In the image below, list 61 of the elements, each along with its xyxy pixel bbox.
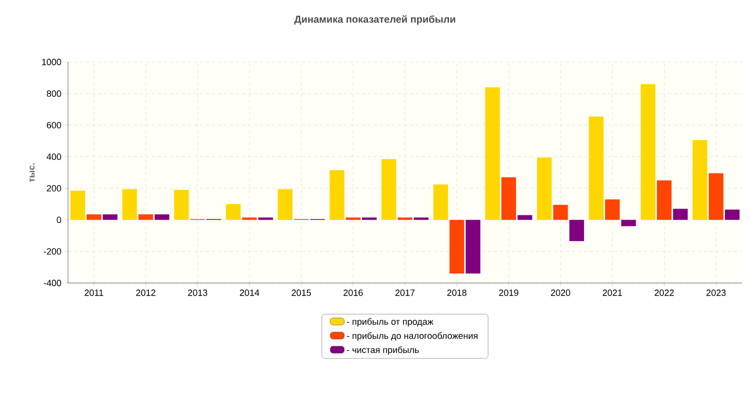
- x-tick-label: 2021: [602, 290, 622, 296]
- x-tick-label: 2019: [499, 290, 518, 296]
- y-tick-label: -200: [44, 248, 62, 255]
- x-tick-label: 2023: [706, 290, 726, 296]
- y-tick-label: 1000: [42, 58, 62, 66]
- x-tick-label: 2018: [447, 290, 466, 296]
- y-axis-title: тыс.: [30, 163, 35, 182]
- x-tick-label: 2022: [654, 290, 674, 296]
- bar: [330, 170, 344, 220]
- bar: [724, 210, 740, 220]
- legend-label: - чистая прибыль: [346, 346, 419, 355]
- bar: [673, 208, 688, 220]
- bar: [621, 220, 636, 226]
- x-tick-label: 2013: [188, 290, 208, 296]
- bar: [226, 204, 241, 220]
- bar: [70, 190, 86, 220]
- x-tick-label: 2014: [240, 290, 260, 296]
- bar: [258, 217, 273, 220]
- bar: [414, 217, 428, 220]
- x-tick-label: 2016: [344, 290, 363, 296]
- y-tick-label: 600: [46, 122, 62, 128]
- bar: [588, 116, 604, 220]
- bar: [138, 214, 154, 220]
- x-tick-label: 2011: [84, 290, 104, 296]
- bar: [86, 214, 102, 220]
- bar: [242, 217, 257, 220]
- legend-label: - прибыль до налогообложения: [346, 332, 478, 341]
- bar: [122, 189, 137, 220]
- y-tick-label: 0: [56, 216, 62, 224]
- bar: [501, 177, 516, 220]
- bar: [569, 220, 584, 242]
- y-tick-label: 400: [46, 154, 62, 160]
- y-tick-label: -400: [44, 280, 62, 286]
- bar: [450, 220, 464, 274]
- y-tick-label: 200: [46, 185, 62, 192]
- bar: [692, 140, 708, 220]
- bar: [640, 84, 656, 220]
- bar: [656, 180, 672, 220]
- bar: [382, 159, 396, 220]
- bar: [466, 220, 480, 274]
- bar: [433, 184, 448, 220]
- x-tick-label: 2015: [292, 290, 311, 296]
- bar: [346, 217, 360, 220]
- bar: [362, 217, 377, 220]
- x-tick-label: 2020: [550, 290, 570, 296]
- bar: [174, 190, 189, 220]
- bar: [485, 87, 500, 220]
- bar: [398, 217, 412, 220]
- bar: [605, 199, 620, 220]
- x-tick-label: 2017: [395, 290, 415, 296]
- bar: [553, 204, 568, 220]
- bar: [154, 214, 170, 220]
- legend-label: - прибыль от продаж: [346, 318, 434, 327]
- bar: [708, 173, 724, 220]
- chart-title: Динамика показателей прибыли: [294, 15, 456, 25]
- y-tick-label: 800: [46, 90, 62, 97]
- x-tick-label: 2012: [136, 290, 156, 296]
- bar: [518, 215, 532, 220]
- bar: [278, 189, 292, 220]
- bar: [537, 158, 552, 220]
- bar: [102, 214, 118, 220]
